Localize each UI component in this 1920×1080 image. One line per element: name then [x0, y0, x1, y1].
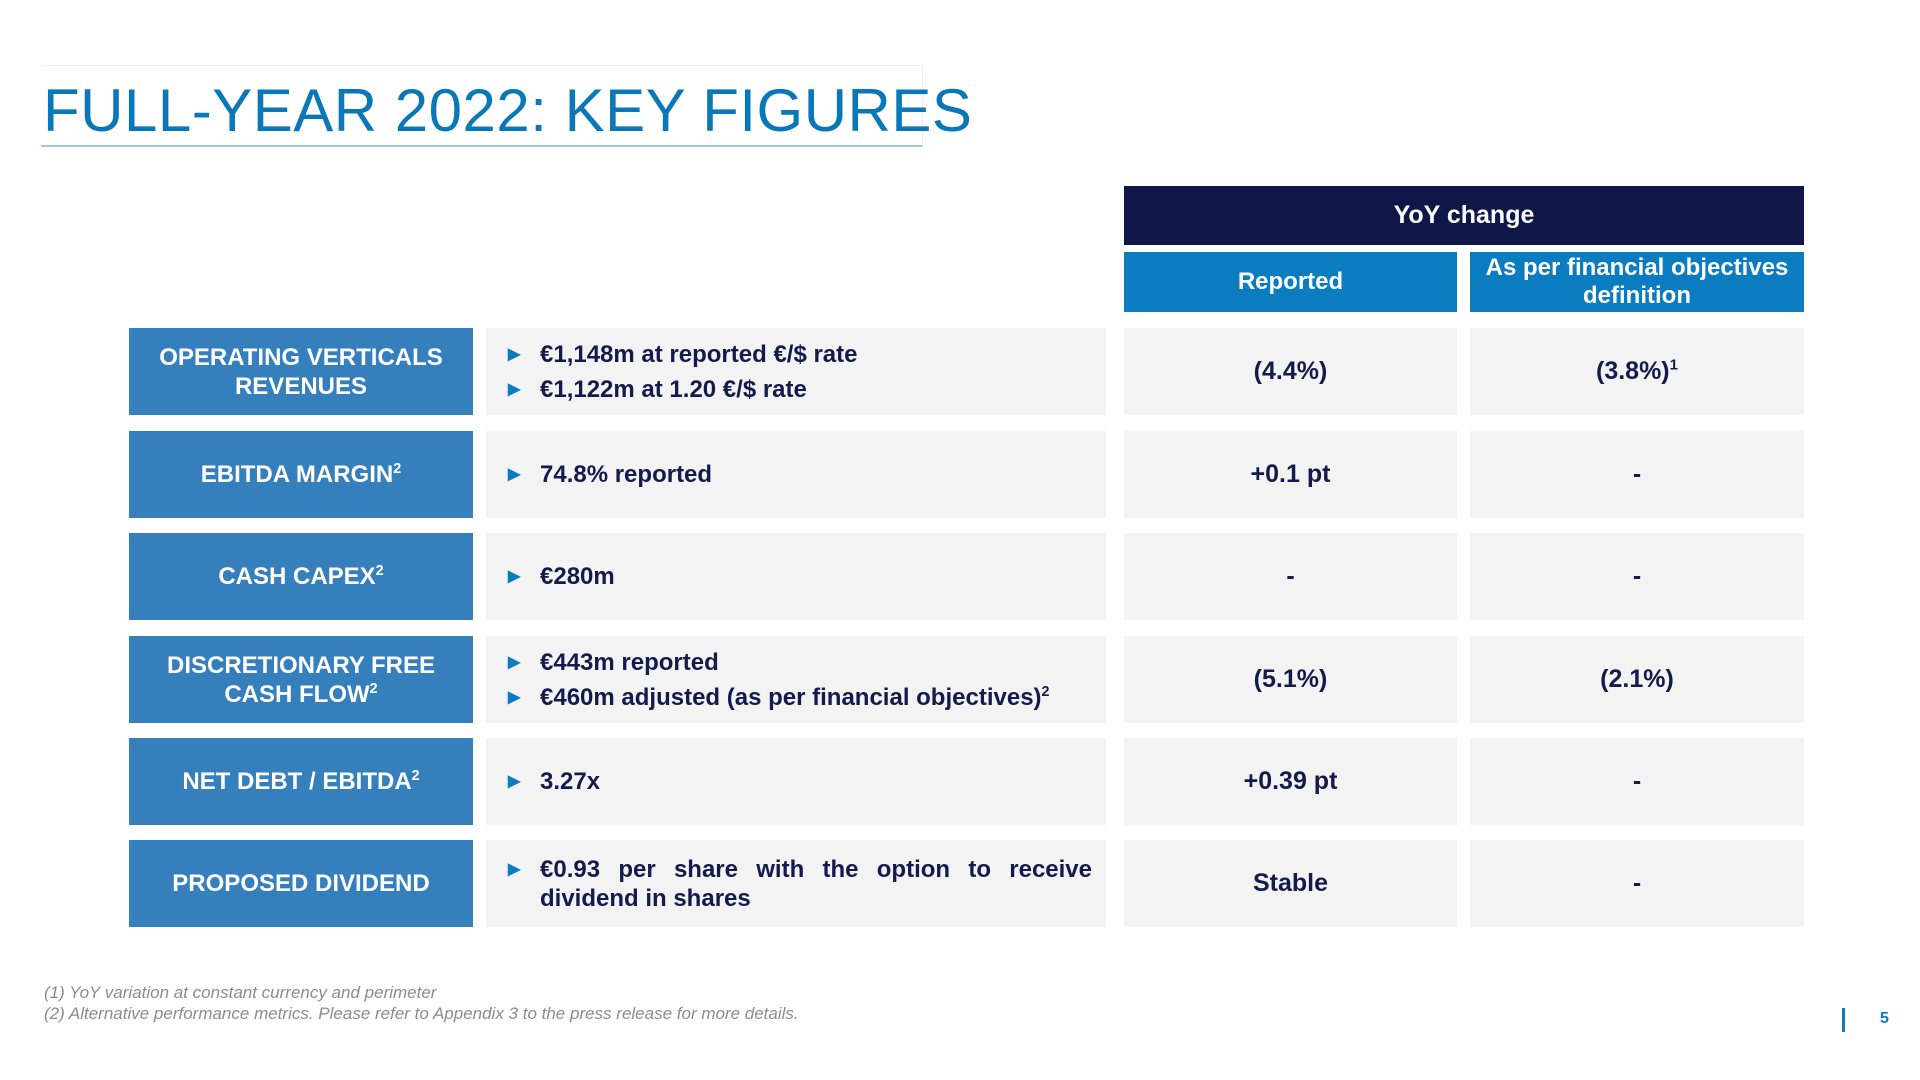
- value-footnote: 1: [1669, 356, 1678, 374]
- value-text: -: [1632, 460, 1642, 488]
- triangle-right-icon: ▶: [508, 653, 521, 671]
- bullet-text: 74.8% reported: [540, 461, 713, 488]
- row-description-net-debt-ebitda: ▶ 3.27x: [486, 738, 1106, 825]
- row-label-text: NET DEBT / EBITDA: [182, 768, 412, 795]
- bullet-text: €280m: [540, 563, 615, 590]
- value-text: -: [1632, 869, 1642, 897]
- row-label-text: CASH CAPEX: [218, 563, 376, 590]
- row-description-discretionary-fcf: ▶ €443m reported ▶ €460m adjusted (as pe…: [486, 636, 1106, 723]
- row-label-text: PROPOSED DIVIDEND: [172, 870, 430, 897]
- value-text: -: [1632, 767, 1642, 795]
- header-reported: Reported: [1124, 252, 1457, 312]
- row-label-text: DISCRETIONARY FREE CASH FLOW: [166, 651, 436, 708]
- bullet-text: €1,122m at 1.20 €/$ rate: [540, 375, 807, 403]
- list-item: ▶ 3.27x: [500, 767, 1092, 796]
- row-label-net-debt-ebitda: NET DEBT / EBITDA2: [129, 738, 473, 825]
- bullet-text: €1,148m at reported €/$ rate: [540, 340, 858, 368]
- value-text: (4.4%): [1253, 357, 1328, 385]
- triangle-right-icon: ▶: [508, 860, 521, 878]
- row-label-text: OPERATING VERTICALS REVENUES: [159, 343, 443, 400]
- value-objectives-proposed-dividend: -: [1470, 840, 1804, 927]
- page-title: FULL-YEAR 2022: KEY FIGURES: [43, 77, 973, 144]
- triangle-right-icon: ▶: [508, 380, 521, 398]
- triangle-right-icon: ▶: [508, 568, 521, 585]
- row-label-ebitda-margin: EBITDA MARGIN2: [129, 431, 473, 518]
- value-objectives-discretionary-fcf: (2.1%): [1470, 636, 1804, 723]
- footnote-2: (2) Alternative performance metrics. Ple…: [44, 1004, 799, 1023]
- list-item: ▶ €0.93 per share with the option to rec…: [500, 855, 1092, 913]
- row-label-footnote: 2: [369, 680, 378, 697]
- row-label-footnote: 2: [393, 461, 402, 477]
- row-description-cash-capex: ▶ €280m: [486, 533, 1106, 620]
- value-text: +0.1 pt: [1250, 460, 1331, 488]
- value-text: (2.1%): [1600, 665, 1674, 693]
- value-text: (3.8%): [1596, 357, 1670, 385]
- triangle-right-icon: ▶: [508, 688, 521, 706]
- triangle-right-icon: ▶: [508, 345, 521, 363]
- value-objectives-cash-capex: -: [1470, 533, 1804, 620]
- list-item: ▶ €443m reported: [500, 648, 1092, 677]
- value-reported-discretionary-fcf: (5.1%): [1124, 636, 1457, 723]
- value-objectives-ebitda-margin: -: [1470, 431, 1804, 518]
- value-reported-ebitda-margin: +0.1 pt: [1124, 431, 1457, 518]
- header-yoy-change: YoY change: [1124, 186, 1804, 245]
- bullet-footnote: 2: [1041, 683, 1050, 700]
- bullet-text: €0.93 per share with the option to recei…: [540, 855, 1092, 912]
- row-label-operating-revenues: OPERATING VERTICALS REVENUES: [129, 328, 473, 415]
- value-text: -: [1286, 562, 1295, 590]
- title-box: FULL-YEAR 2022: KEY FIGURES: [41, 65, 972, 147]
- row-description-operating-revenues: ▶ €1,148m at reported €/$ rate ▶ €1,122m…: [486, 328, 1106, 415]
- bullet-text: €443m reported: [540, 648, 719, 676]
- list-item: ▶ 74.8% reported: [500, 460, 1092, 489]
- value-text: -: [1632, 562, 1642, 590]
- row-description-ebitda-margin: ▶ 74.8% reported: [486, 431, 1106, 518]
- header-objectives: As per financial objectives definition: [1470, 252, 1804, 312]
- row-label-cash-capex: CASH CAPEX2: [129, 533, 473, 620]
- value-text: +0.39 pt: [1243, 767, 1338, 795]
- list-item: ▶ €280m: [500, 562, 1092, 591]
- row-label-proposed-dividend: PROPOSED DIVIDEND: [129, 840, 473, 927]
- value-text: (5.1%): [1253, 665, 1328, 693]
- row-label-footnote: 2: [375, 563, 384, 579]
- triangle-right-icon: ▶: [508, 466, 521, 483]
- row-description-proposed-dividend: ▶ €0.93 per share with the option to rec…: [486, 840, 1106, 927]
- list-item: ▶ €460m adjusted (as per financial objec…: [500, 683, 1092, 712]
- row-label-discretionary-fcf: DISCRETIONARY FREE CASH FLOW2: [129, 636, 473, 723]
- triangle-right-icon: ▶: [508, 773, 521, 790]
- value-text: Stable: [1252, 869, 1329, 897]
- value-reported-cash-capex: -: [1124, 533, 1457, 620]
- footnote-1: (1) YoY variation at constant currency a…: [44, 983, 437, 1002]
- bullet-text: €460m adjusted (as per financial objecti…: [540, 683, 1042, 711]
- row-label-text: EBITDA MARGIN: [200, 461, 394, 488]
- page-number: 5: [1880, 1010, 1889, 1027]
- page-number-divider: [1842, 1008, 1845, 1032]
- value-reported-operating-revenues: (4.4%): [1124, 328, 1457, 415]
- footnotes: (1) YoY variation at constant currency a…: [44, 982, 799, 1024]
- list-item: ▶ €1,148m at reported €/$ rate: [500, 340, 1092, 369]
- bullet-text: 3.27x: [540, 768, 601, 795]
- value-reported-proposed-dividend: Stable: [1124, 840, 1457, 927]
- list-item: ▶ €1,122m at 1.20 €/$ rate: [500, 375, 1092, 404]
- row-label-footnote: 2: [411, 768, 420, 784]
- value-objectives-net-debt-ebitda: -: [1470, 738, 1804, 825]
- value-reported-net-debt-ebitda: +0.39 pt: [1124, 738, 1457, 825]
- value-objectives-operating-revenues: (3.8%)1: [1470, 328, 1804, 415]
